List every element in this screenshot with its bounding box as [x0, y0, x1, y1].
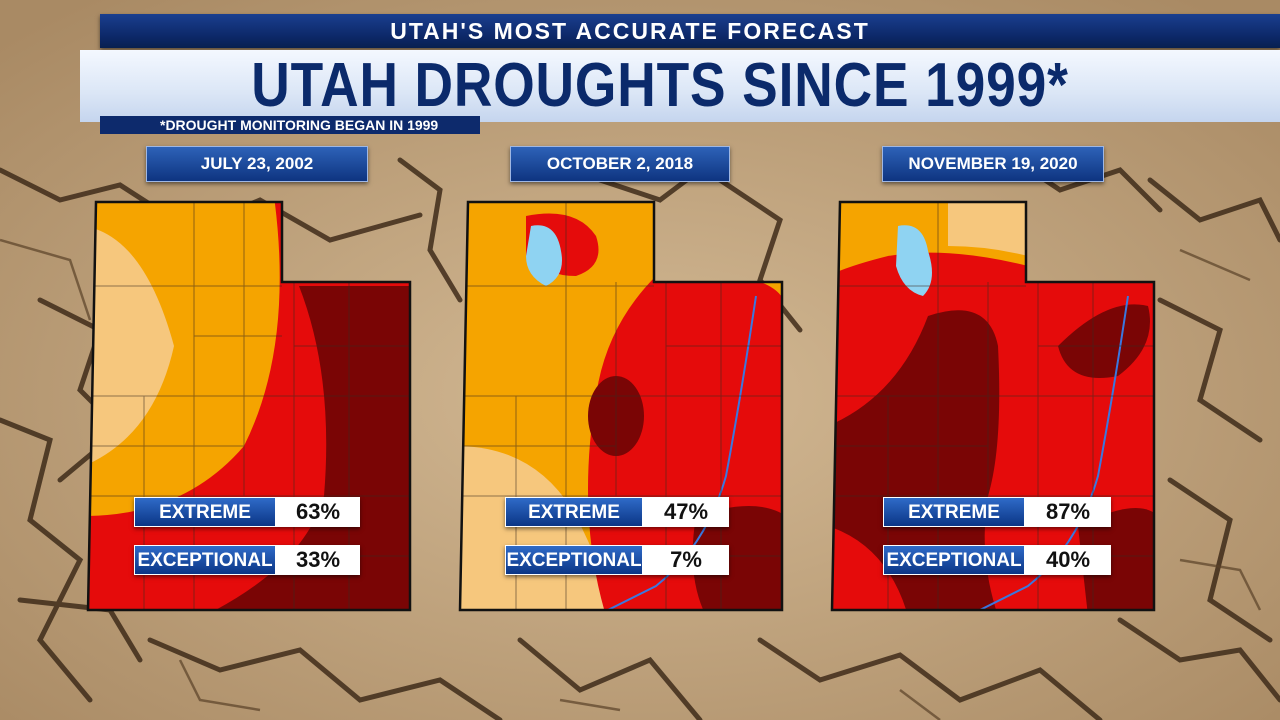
date-label-2002: JULY 23, 2002: [146, 146, 368, 182]
page-title: UTAH DROUGHTS SINCE 1999*: [251, 51, 1069, 120]
date-label-2020: NOVEMBER 19, 2020: [882, 146, 1104, 182]
exceptional-label-text: EXCEPTIONAL: [505, 545, 643, 575]
exceptional-label-text: EXCEPTIONAL: [883, 545, 1025, 575]
extreme-value: 87%: [1025, 497, 1111, 527]
exceptional-drought-area-south: [692, 506, 782, 610]
extreme-label-text: EXTREME: [134, 497, 276, 527]
exceptional-drought-area-northeast: [1058, 304, 1150, 378]
exceptional-drought-area-southeast: [1078, 508, 1154, 610]
great-salt-lake: [896, 225, 932, 296]
extreme-label-text: EXTREME: [883, 497, 1025, 527]
exceptional-value: 33%: [276, 545, 360, 575]
great-salt-lake: [526, 225, 562, 286]
exceptional-value: 40%: [1025, 545, 1111, 575]
extreme-label-2018: EXTREME 47%: [505, 497, 729, 527]
extreme-label-2002: EXTREME 63%: [134, 497, 360, 527]
exceptional-label-2002: EXCEPTIONAL 33%: [134, 545, 360, 575]
extreme-label-text: EXTREME: [505, 497, 643, 527]
exceptional-drought-area: [204, 286, 410, 610]
exceptional-label-2020: EXCEPTIONAL 40%: [883, 545, 1111, 575]
footnote: *DROUGHT MONITORING BEGAN IN 1999: [160, 117, 439, 133]
station-tagline: UTAH'S MOST ACCURATE FORECAST: [390, 18, 870, 44]
header-band: [100, 14, 1280, 48]
extreme-label-2020: EXTREME 87%: [883, 497, 1111, 527]
exceptional-value: 7%: [643, 545, 729, 575]
extreme-value: 63%: [276, 497, 360, 527]
exceptional-label-text: EXCEPTIONAL: [134, 545, 276, 575]
exceptional-label-2018: EXCEPTIONAL 7%: [505, 545, 729, 575]
utah-outline: [830, 200, 1156, 612]
utah-outline: [86, 200, 412, 612]
abnormally-dry-area: [948, 202, 1028, 256]
extreme-value: 47%: [643, 497, 729, 527]
utah-drought-map-2018: [458, 200, 784, 612]
exceptional-drought-area: [832, 310, 1000, 610]
utah-outline: [458, 200, 784, 612]
utah-drought-map-2020: [830, 200, 1156, 612]
date-label-2018: OCTOBER 2, 2018: [510, 146, 730, 182]
footnote-bar: [100, 116, 480, 134]
title-band: [80, 50, 1280, 122]
